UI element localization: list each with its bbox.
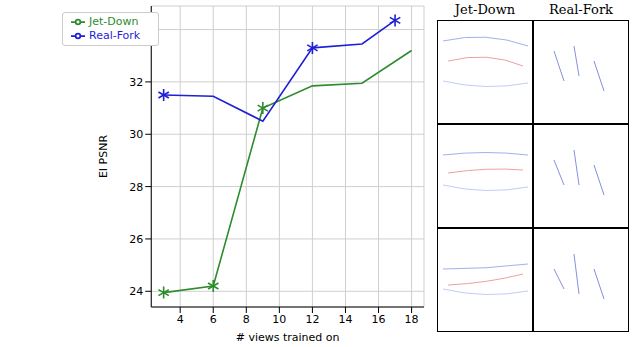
svg-text:32: 32 — [129, 76, 143, 89]
svg-text:4: 4 — [177, 313, 184, 326]
svg-text:28: 28 — [129, 181, 143, 194]
svg-text:EI PSNR: EI PSNR — [97, 135, 110, 179]
svg-text:16: 16 — [372, 313, 386, 326]
svg-text:26: 26 — [129, 233, 143, 246]
svg-text:8: 8 — [243, 313, 250, 326]
svg-text:18: 18 — [405, 313, 419, 326]
svg-text:# views trained on: # views trained on — [236, 331, 340, 344]
svg-text:10: 10 — [272, 313, 286, 326]
svg-text:6: 6 — [210, 313, 217, 326]
svg-text:30: 30 — [129, 128, 143, 141]
svg-text:12: 12 — [305, 313, 319, 326]
svg-text:24: 24 — [129, 285, 143, 298]
svg-text:34: 34 — [129, 23, 143, 36]
svg-text:14: 14 — [338, 313, 352, 326]
